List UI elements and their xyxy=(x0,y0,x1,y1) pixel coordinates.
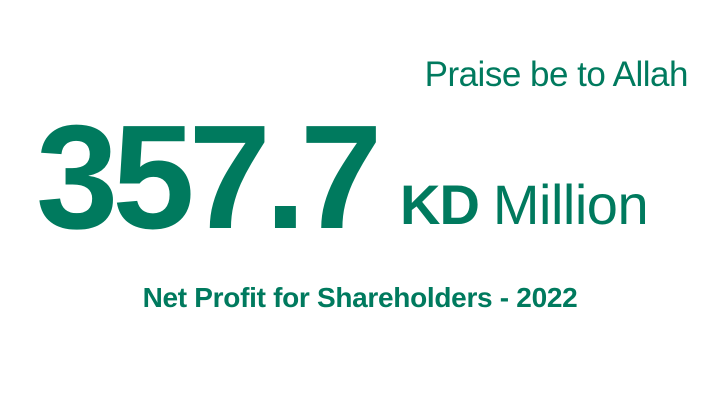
greeting-text: Praise be to Allah xyxy=(424,55,689,94)
profit-unit: KD Million xyxy=(400,177,649,233)
profit-value: 357.7 xyxy=(36,95,382,260)
currency-label: KD xyxy=(400,173,480,236)
scale-label: Million xyxy=(492,173,649,236)
caption-text: Net Profit for Shareholders - 2022 xyxy=(142,282,578,313)
